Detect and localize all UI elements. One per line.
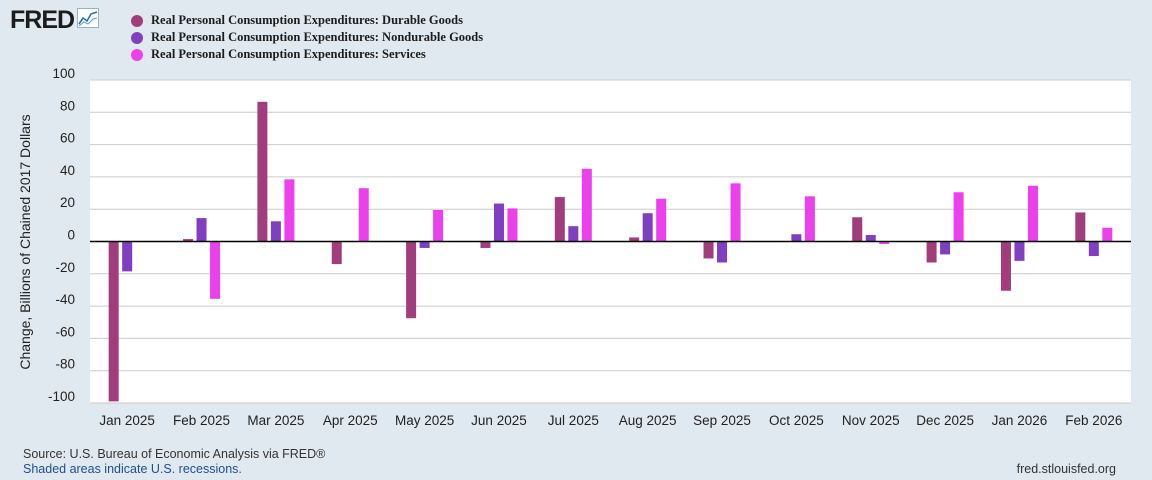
bar[interactable] [1000,241,1011,291]
x-tick-label: Jul 2025 [548,413,599,428]
y-tick-label: -80 [55,357,75,372]
x-tick-label: Sep 2025 [693,413,751,428]
legend-swatch-durable [131,14,143,27]
legend-item-services[interactable]: Real Personal Consumption Expenditures: … [131,46,483,63]
legend-swatch-nondurable [131,31,143,44]
bar[interactable] [433,210,444,242]
bar[interactable] [183,239,194,242]
bar[interactable] [953,192,964,242]
bar[interactable] [1075,212,1086,242]
logo-text: FRED [10,5,75,34]
y-tick-label: -40 [55,292,75,307]
bar[interactable] [108,241,119,402]
y-tick-label: -20 [55,260,75,275]
x-tick-label: Nov 2025 [842,413,900,428]
x-tick-label: Jan 2026 [992,413,1048,428]
x-tick-label: Aug 2025 [619,413,677,428]
bar[interactable] [507,208,518,242]
site-url[interactable]: fred.stlouisfed.org [1016,462,1116,476]
bar[interactable] [730,183,741,242]
bar[interactable] [865,235,876,242]
fred-logo[interactable]: FRED [10,5,100,34]
bar[interactable] [629,237,640,242]
x-tick-label: Apr 2025 [323,413,378,428]
bar[interactable] [284,179,295,242]
x-tick-label: May 2025 [395,413,454,428]
bar[interactable] [480,241,491,248]
x-tick-label: Oct 2025 [769,413,824,428]
bar[interactable] [804,196,815,242]
bar[interactable] [940,241,951,255]
bar[interactable] [419,241,430,248]
legend-swatch-services [131,48,143,61]
bar[interactable] [122,241,133,272]
bar[interactable] [1014,241,1025,261]
legend-item-durable[interactable]: Real Personal Consumption Expenditures: … [131,12,483,29]
x-tick-label: Dec 2025 [916,413,974,428]
bar-chart: 100 80 60 40 20 0 -20 -40 -60 -80 -100 Jan 2025 Feb… [17,66,1131,428]
bar[interactable] [791,234,802,242]
bar[interactable] [257,101,268,242]
legend-label-durable: Real Personal Consumption Expenditures: … [151,13,463,27]
bar[interactable] [568,226,579,242]
bar[interactable] [554,197,565,242]
x-tick-label: Jun 2025 [471,413,527,428]
x-tick-label: Mar 2025 [247,413,304,428]
bar[interactable] [1088,241,1099,257]
bar[interactable] [358,188,369,242]
x-tick-label: Feb 2026 [1065,413,1122,428]
chart-legend: Real Personal Consumption Expenditures: … [131,12,483,63]
bar[interactable] [852,217,863,242]
legend-label-nondurable: Real Personal Consumption Expenditures: … [151,30,484,44]
y-tick-label: 40 [60,163,75,178]
bar[interactable] [879,241,890,244]
bar[interactable] [926,241,937,263]
bar[interactable] [210,241,221,299]
bar[interactable] [196,218,207,242]
y-tick-label: 60 [60,131,75,146]
bar[interactable] [656,198,667,242]
bar[interactable] [406,241,417,319]
bar[interactable] [581,168,592,242]
y-axis-label: Change, Billions of Chained 2017 Dollars [17,114,33,369]
bar[interactable] [270,221,281,242]
legend-label-services: Real Personal Consumption Expenditures: … [151,47,426,61]
bar[interactable] [1102,227,1113,242]
source-note: Source: U.S. Bureau of Economic Analysis… [23,447,326,461]
bar[interactable] [1027,185,1038,242]
bar[interactable] [642,213,653,242]
bar[interactable] [717,241,728,263]
y-tick-label: -100 [48,389,75,404]
y-tick-label: -60 [55,324,75,339]
legend-item-nondurable[interactable]: Real Personal Consumption Expenditures: … [131,29,483,46]
x-tick-label: Feb 2025 [173,413,230,428]
bar[interactable] [493,203,504,242]
recession-shading-link[interactable]: Shaded areas indicate U.S. recessions. [23,462,242,476]
y-tick-label: 0 [67,228,75,243]
y-tick-label: 80 [60,98,75,113]
bar[interactable] [331,241,342,265]
y-tick-label: 100 [52,66,75,81]
y-tick-label: 20 [60,195,75,210]
chart-line-icon [77,7,100,33]
bar[interactable] [703,241,714,259]
x-tick-label: Jan 2025 [99,413,155,428]
